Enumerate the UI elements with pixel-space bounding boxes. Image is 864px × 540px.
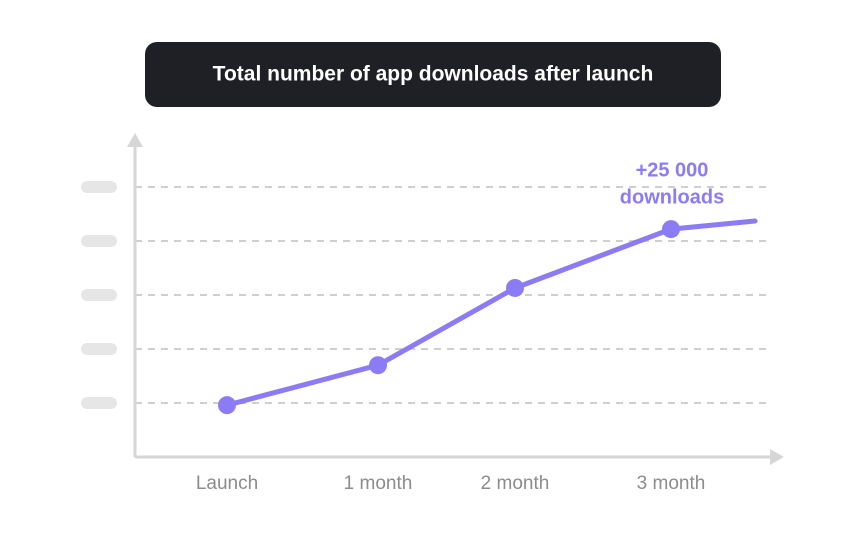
point xyxy=(369,356,387,375)
point xyxy=(506,278,524,297)
x-axis-arrow xyxy=(770,449,784,465)
y-tick-pill xyxy=(81,289,117,301)
y-tick-pill xyxy=(81,343,117,355)
x-tick-label: 2 month xyxy=(481,473,550,494)
annotation: +25 000 xyxy=(636,159,709,181)
point xyxy=(662,220,680,239)
x-tick-label: 1 month xyxy=(344,473,413,494)
point xyxy=(218,396,236,415)
y-tick-pill xyxy=(81,181,117,193)
title-box xyxy=(145,42,721,107)
x-tick-label: 3 month xyxy=(637,473,706,494)
chart-title: Total number of app downloads after laun… xyxy=(213,63,654,86)
y-axis-arrow xyxy=(127,133,143,147)
x-tick-label: Launch xyxy=(196,473,258,494)
y-tick-pill xyxy=(81,397,117,409)
line xyxy=(224,218,758,408)
y-tick-pill xyxy=(81,235,117,247)
annotation: downloads xyxy=(620,186,724,208)
